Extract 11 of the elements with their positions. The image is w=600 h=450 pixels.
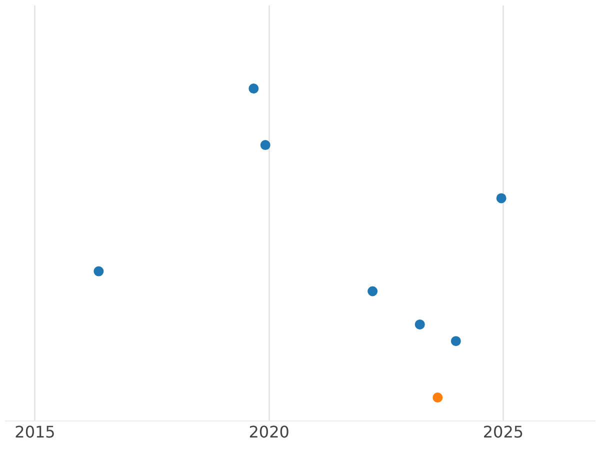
point [414,319,425,330]
point [260,140,270,150]
x-tick-label: 2020 [248,422,290,442]
x-tick-label: 2015 [14,422,56,442]
point [94,266,104,276]
x-tick-label: 2025 [482,422,524,442]
point [496,193,506,204]
point [248,84,259,94]
point [432,392,443,403]
point [368,286,378,296]
point [450,336,461,346]
